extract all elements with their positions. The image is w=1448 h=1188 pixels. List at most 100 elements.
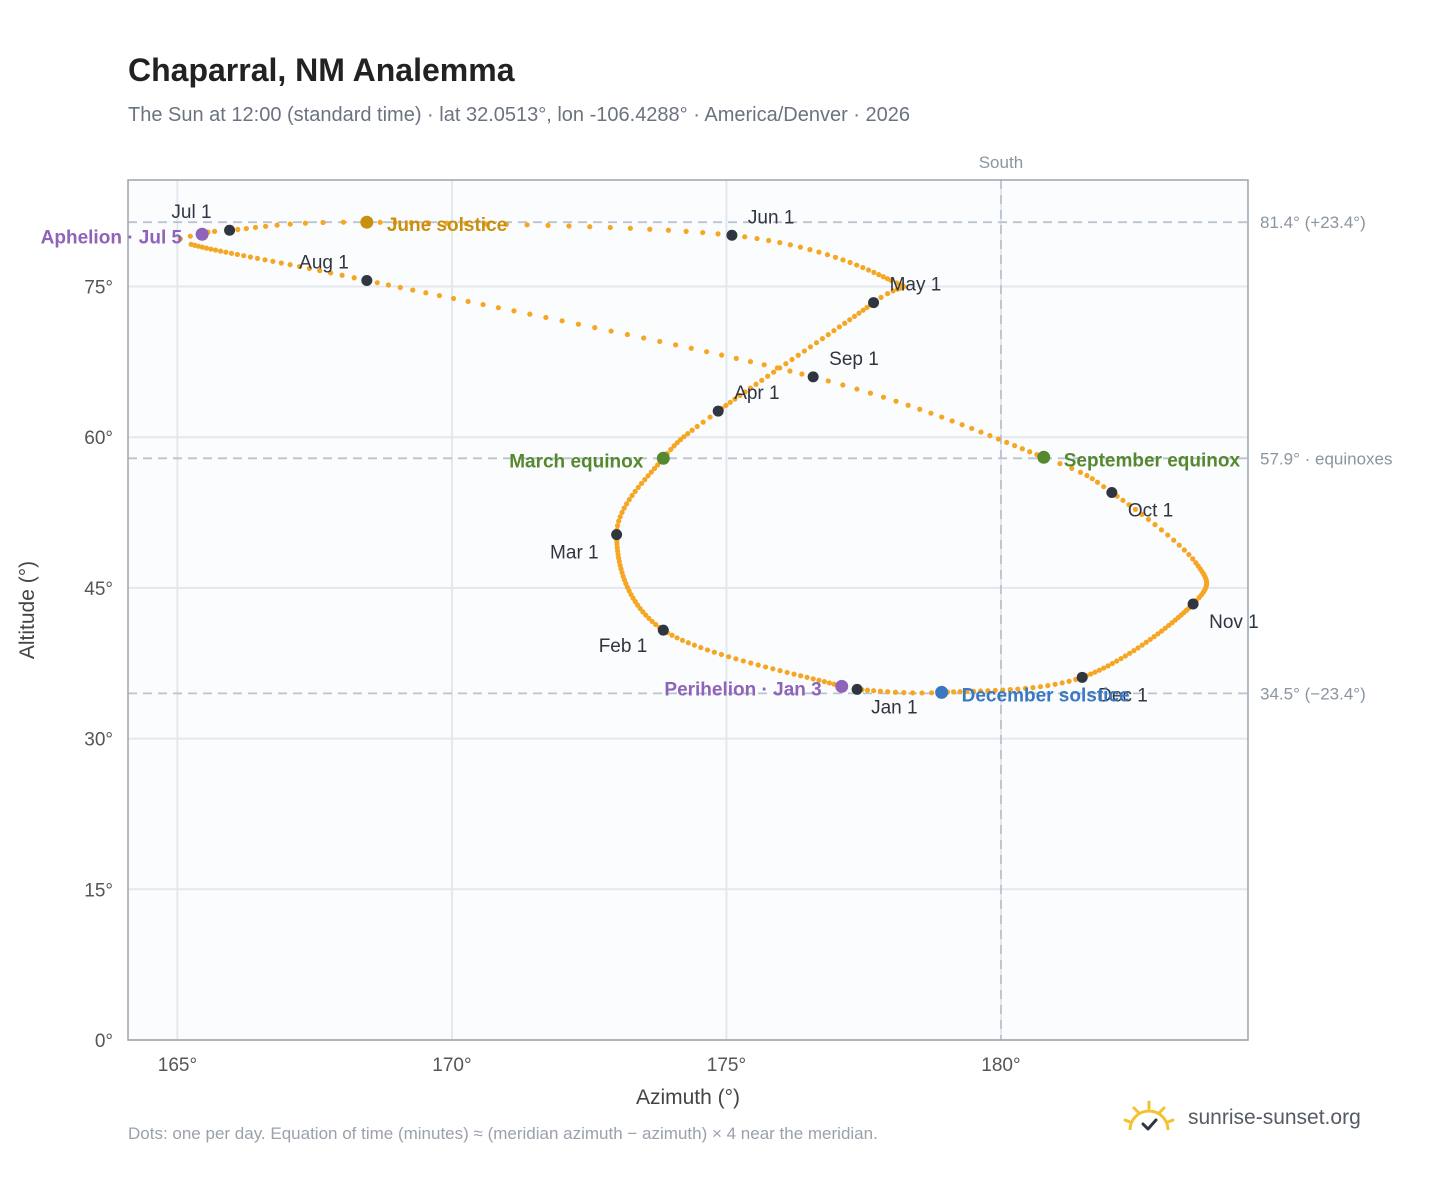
day-dot xyxy=(444,220,450,226)
day-dot xyxy=(825,332,831,338)
day-dot xyxy=(770,666,776,672)
day-dot xyxy=(854,262,860,268)
day-dot xyxy=(747,359,754,365)
day-dot xyxy=(978,429,984,435)
event-markers: March equinox June solstice September equi… xyxy=(41,215,1241,706)
day-dot xyxy=(575,321,581,327)
day-dot xyxy=(704,647,711,653)
brand[interactable]: sunrise-sunset.org xyxy=(1122,1100,1361,1136)
day-dot xyxy=(624,501,630,507)
day-dot xyxy=(1143,639,1149,645)
x-tick-label: 165° xyxy=(158,1055,197,1076)
day-dot xyxy=(892,689,899,695)
day-dot xyxy=(669,632,675,638)
day-dot xyxy=(957,689,963,695)
day-dot xyxy=(351,275,357,281)
day-dot xyxy=(524,222,530,228)
day-dot xyxy=(1139,511,1145,517)
day-dot xyxy=(928,690,935,696)
day-dot xyxy=(766,237,772,244)
day-dot xyxy=(543,314,549,321)
day-dot xyxy=(831,328,837,334)
month-marker-label: Apr 1 xyxy=(734,383,779,404)
axis-ticks: 165° 170° 175° 180° 0° 15° 30° 45° 60° 75° xyxy=(84,277,1020,1076)
day-dot xyxy=(748,660,754,666)
day-dot xyxy=(970,688,977,694)
day-dot xyxy=(339,272,345,278)
day-dot xyxy=(199,244,205,250)
day-dot xyxy=(821,679,827,685)
day-dot xyxy=(1109,660,1115,667)
day-dot xyxy=(587,224,593,230)
event-marker xyxy=(360,215,374,229)
day-dot xyxy=(559,318,565,324)
day-dot xyxy=(1015,686,1021,692)
reference-line-label: 81.4° (+23.4°) xyxy=(1260,213,1366,232)
day-dot xyxy=(880,274,886,280)
month-marker xyxy=(726,229,738,241)
event-marker xyxy=(1037,450,1051,464)
day-dot xyxy=(969,425,975,432)
day-dot xyxy=(1176,542,1182,548)
day-dot xyxy=(992,687,998,694)
day-dot xyxy=(1132,506,1138,513)
day-dot xyxy=(1101,484,1107,490)
day-dot xyxy=(791,671,797,677)
month-marker-label: Sep 1 xyxy=(829,349,879,370)
day-dot xyxy=(1027,449,1033,455)
day-dot xyxy=(910,690,916,696)
day-dot xyxy=(890,288,896,294)
day-dot xyxy=(840,257,846,263)
day-dot xyxy=(408,220,414,226)
day-dot xyxy=(1045,683,1051,689)
day-dot xyxy=(1181,547,1187,553)
day-dot xyxy=(1131,648,1137,654)
month-marker xyxy=(1076,671,1088,683)
day-dot xyxy=(619,509,625,516)
month-marker-label: Aug 1 xyxy=(299,252,349,273)
day-dot xyxy=(1190,556,1196,562)
month-marker-label: Mar 1 xyxy=(550,543,599,564)
day-dot xyxy=(917,406,923,412)
month-marker xyxy=(611,529,623,541)
day-dot xyxy=(626,497,632,503)
day-dot xyxy=(742,234,748,240)
day-dot xyxy=(287,221,293,227)
day-dot xyxy=(885,689,891,695)
day-dot xyxy=(235,226,241,233)
day-dot xyxy=(777,668,783,674)
day-dot xyxy=(1094,479,1101,485)
day-dot xyxy=(1077,469,1084,475)
day-dot xyxy=(949,418,955,424)
day-dot xyxy=(187,233,193,239)
day-dot xyxy=(689,427,695,433)
day-dot xyxy=(995,436,1002,442)
day-dot xyxy=(723,402,729,409)
month-marker xyxy=(807,371,819,383)
day-dot xyxy=(762,664,769,670)
day-dot xyxy=(871,269,877,275)
day-dot xyxy=(527,311,533,317)
day-dot xyxy=(274,222,280,228)
reference-line-label: 34.5° (−23.4°) xyxy=(1260,684,1366,703)
day-dot xyxy=(648,469,654,475)
day-dot xyxy=(761,362,767,368)
event-marker xyxy=(656,451,670,465)
day-dot xyxy=(694,423,700,430)
day-dot xyxy=(771,369,777,375)
day-dot xyxy=(719,352,725,358)
day-dot xyxy=(651,465,658,472)
meridian-label: South xyxy=(979,153,1023,172)
day-dot xyxy=(1084,472,1090,479)
day-dot xyxy=(688,345,694,351)
day-dot xyxy=(813,340,820,346)
footnote: Dots: one per day. Equation of time (min… xyxy=(128,1124,878,1143)
day-dot xyxy=(653,621,659,628)
day-dot xyxy=(629,492,635,499)
day-dot xyxy=(624,331,631,338)
day-dot xyxy=(1159,628,1165,634)
day-dot xyxy=(234,251,241,258)
day-dot xyxy=(306,265,312,272)
day-dot xyxy=(810,676,816,682)
day-dot xyxy=(545,222,551,228)
